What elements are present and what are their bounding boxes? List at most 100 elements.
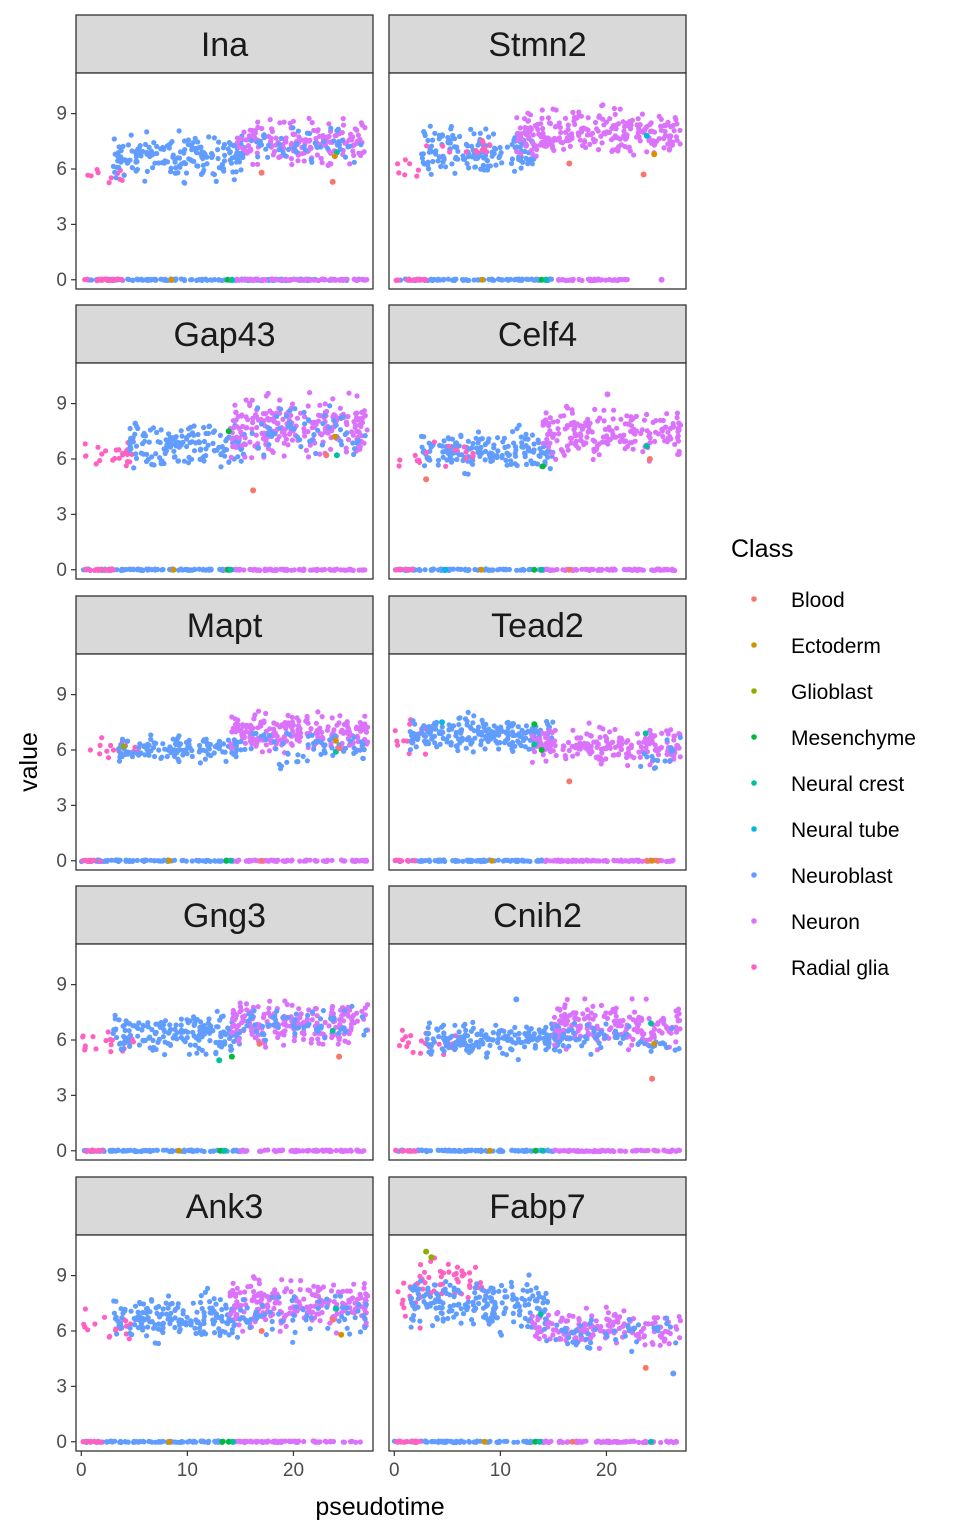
point-neuroblast — [519, 440, 525, 446]
point-neuron — [610, 752, 616, 758]
point-neuroblast — [116, 758, 123, 764]
point-zero-neuron — [574, 1148, 580, 1154]
point-neuroblast — [452, 170, 458, 176]
point-neuron — [249, 455, 255, 461]
point-neuroblast — [526, 1029, 532, 1035]
point-zero-radial-glia — [404, 857, 410, 864]
point-zero-neuroblast — [445, 1148, 451, 1154]
point-zero-neuroblast — [503, 567, 509, 573]
point-zero-neuron — [348, 566, 354, 573]
point-neuron — [330, 396, 336, 402]
point-neuron — [337, 713, 343, 719]
point-neuroblast — [321, 743, 327, 749]
point-neuron — [589, 429, 595, 435]
point-neuron — [318, 155, 324, 162]
point-zero-neuroblast — [423, 1147, 429, 1153]
point-neuron — [259, 430, 265, 436]
point-neuroblast — [192, 1042, 198, 1048]
point-neuroblast — [486, 726, 492, 732]
point-neuroblast — [459, 735, 465, 741]
point-neuroblast — [285, 146, 292, 153]
point-neuron — [674, 1029, 680, 1035]
point-outlier-neural-crest — [333, 452, 340, 459]
point-zero-neuroblast — [546, 1148, 552, 1154]
point-neuron — [267, 117, 273, 123]
point-neuron — [308, 1040, 314, 1046]
point-neuroblast — [301, 1024, 307, 1030]
point-neuron — [309, 425, 315, 431]
point-radial-glia — [408, 1033, 414, 1039]
point-neuron — [556, 120, 562, 126]
panel-border — [388, 72, 687, 290]
point-neuroblast — [549, 1026, 556, 1032]
point-neuron — [658, 127, 665, 133]
point-zero-neuron — [655, 1148, 661, 1154]
point-zero-neuroblast — [217, 566, 223, 573]
point-neuroblast — [314, 144, 320, 150]
point-neuron — [237, 1000, 243, 1006]
point-neuroblast — [209, 150, 215, 157]
point-neuroblast — [180, 1037, 187, 1043]
point-outlier-neuron — [604, 391, 611, 398]
point-neuroblast — [215, 147, 221, 153]
point-neuron — [315, 1036, 321, 1042]
point-neuron — [289, 161, 295, 168]
point-neuroblast — [149, 454, 155, 460]
point-neuron — [289, 401, 296, 407]
point-neuron — [628, 423, 635, 429]
point-neuron — [274, 437, 280, 443]
point-neuron — [294, 415, 300, 421]
point-zero-marker-neural-tube — [442, 566, 449, 573]
point-neuron — [308, 726, 314, 732]
point-neuron — [660, 433, 666, 439]
point-neuroblast — [136, 745, 142, 751]
point-neuroblast — [213, 1051, 219, 1057]
point-neuroblast — [465, 471, 471, 477]
point-neuroblast — [528, 458, 534, 464]
point-neuroblast — [454, 456, 460, 463]
point-neuroblast — [412, 721, 418, 727]
point-neuroblast — [529, 1037, 535, 1043]
point-radial-glia — [474, 149, 480, 155]
point-neuroblast — [535, 437, 541, 443]
point-zero-neuroblast — [417, 567, 423, 573]
point-radial-glia — [395, 742, 401, 748]
point-zero-neuron — [269, 567, 275, 573]
point-neuron — [639, 111, 646, 117]
point-neuron — [337, 1021, 343, 1028]
point-zero-neuroblast — [191, 566, 197, 572]
point-neuron — [565, 447, 571, 453]
point-zero-neuroblast — [169, 1147, 175, 1153]
point-neuroblast — [150, 1037, 156, 1043]
point-outlier-blood — [258, 169, 265, 176]
point-zero-neuron — [244, 1148, 250, 1154]
point-zero-neuroblast — [427, 858, 433, 865]
point-neuroblast — [450, 132, 456, 139]
point-radial-glia — [487, 142, 493, 148]
point-neuroblast — [493, 162, 499, 168]
point-neuroblast — [489, 457, 496, 464]
point-neuron — [273, 135, 279, 141]
point-neuroblast — [444, 1037, 450, 1043]
point-neuron — [544, 436, 550, 442]
point-zero-neuron — [657, 567, 663, 573]
point-outlier-neural-tube — [439, 719, 445, 726]
point-outlier-ectoderm — [332, 737, 339, 744]
point-neuroblast — [129, 754, 135, 760]
point-neuroblast — [476, 731, 482, 737]
point-neuroblast — [432, 130, 438, 136]
point-neuroblast — [290, 1021, 297, 1027]
point-neuroblast — [472, 164, 478, 170]
panel-border — [388, 653, 687, 871]
point-neuron — [616, 144, 622, 150]
point-neuroblast — [342, 1028, 349, 1034]
point-zero-neuroblast — [438, 857, 444, 864]
point-radial-glia — [94, 167, 100, 173]
point-zero-marker-ectoderm — [478, 566, 485, 573]
facet-panel-celf4: Celf4 — [388, 304, 687, 580]
point-zero-neuroblast — [495, 857, 501, 863]
point-neuroblast — [159, 754, 165, 760]
point-neuron — [631, 152, 637, 158]
point-neuron — [316, 1040, 322, 1046]
point-zero-neuroblast — [485, 567, 492, 573]
